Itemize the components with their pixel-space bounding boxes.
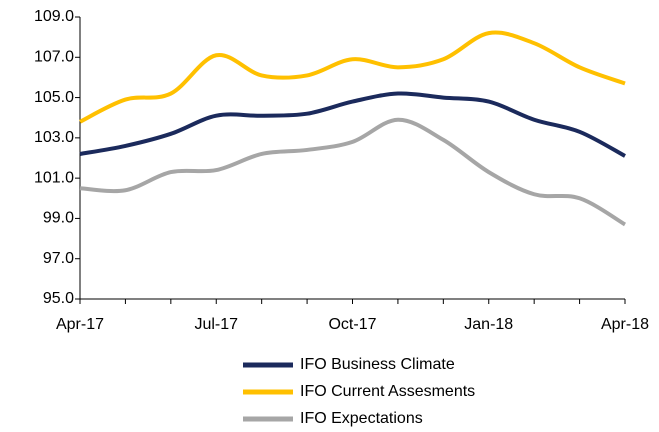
y-tick-label: 101.0 [34, 169, 74, 186]
y-tick-label: 95.0 [43, 290, 74, 307]
legend-label: IFO Business Climate [300, 356, 455, 373]
y-tick-label: 99.0 [43, 210, 74, 227]
x-tick-label: Oct-17 [328, 316, 376, 333]
legend-label: IFO Current Assesments [300, 383, 475, 400]
y-tick-label: 103.0 [34, 129, 74, 146]
legend-label: IFO Expectations [300, 410, 423, 427]
y-tick-label: 97.0 [43, 250, 74, 267]
y-tick-label: 107.0 [34, 49, 74, 66]
y-tick-label: 105.0 [34, 89, 74, 106]
y-tick-label: 109.0 [34, 8, 74, 25]
series-line [79, 117, 627, 227]
x-tick-label: Apr-18 [601, 316, 649, 333]
x-tick-label: Jul-17 [194, 316, 238, 333]
series-line [79, 30, 626, 124]
series-line [79, 91, 626, 158]
x-tick-label: Apr-17 [56, 316, 104, 333]
x-tick-label: Jan-18 [464, 316, 513, 333]
